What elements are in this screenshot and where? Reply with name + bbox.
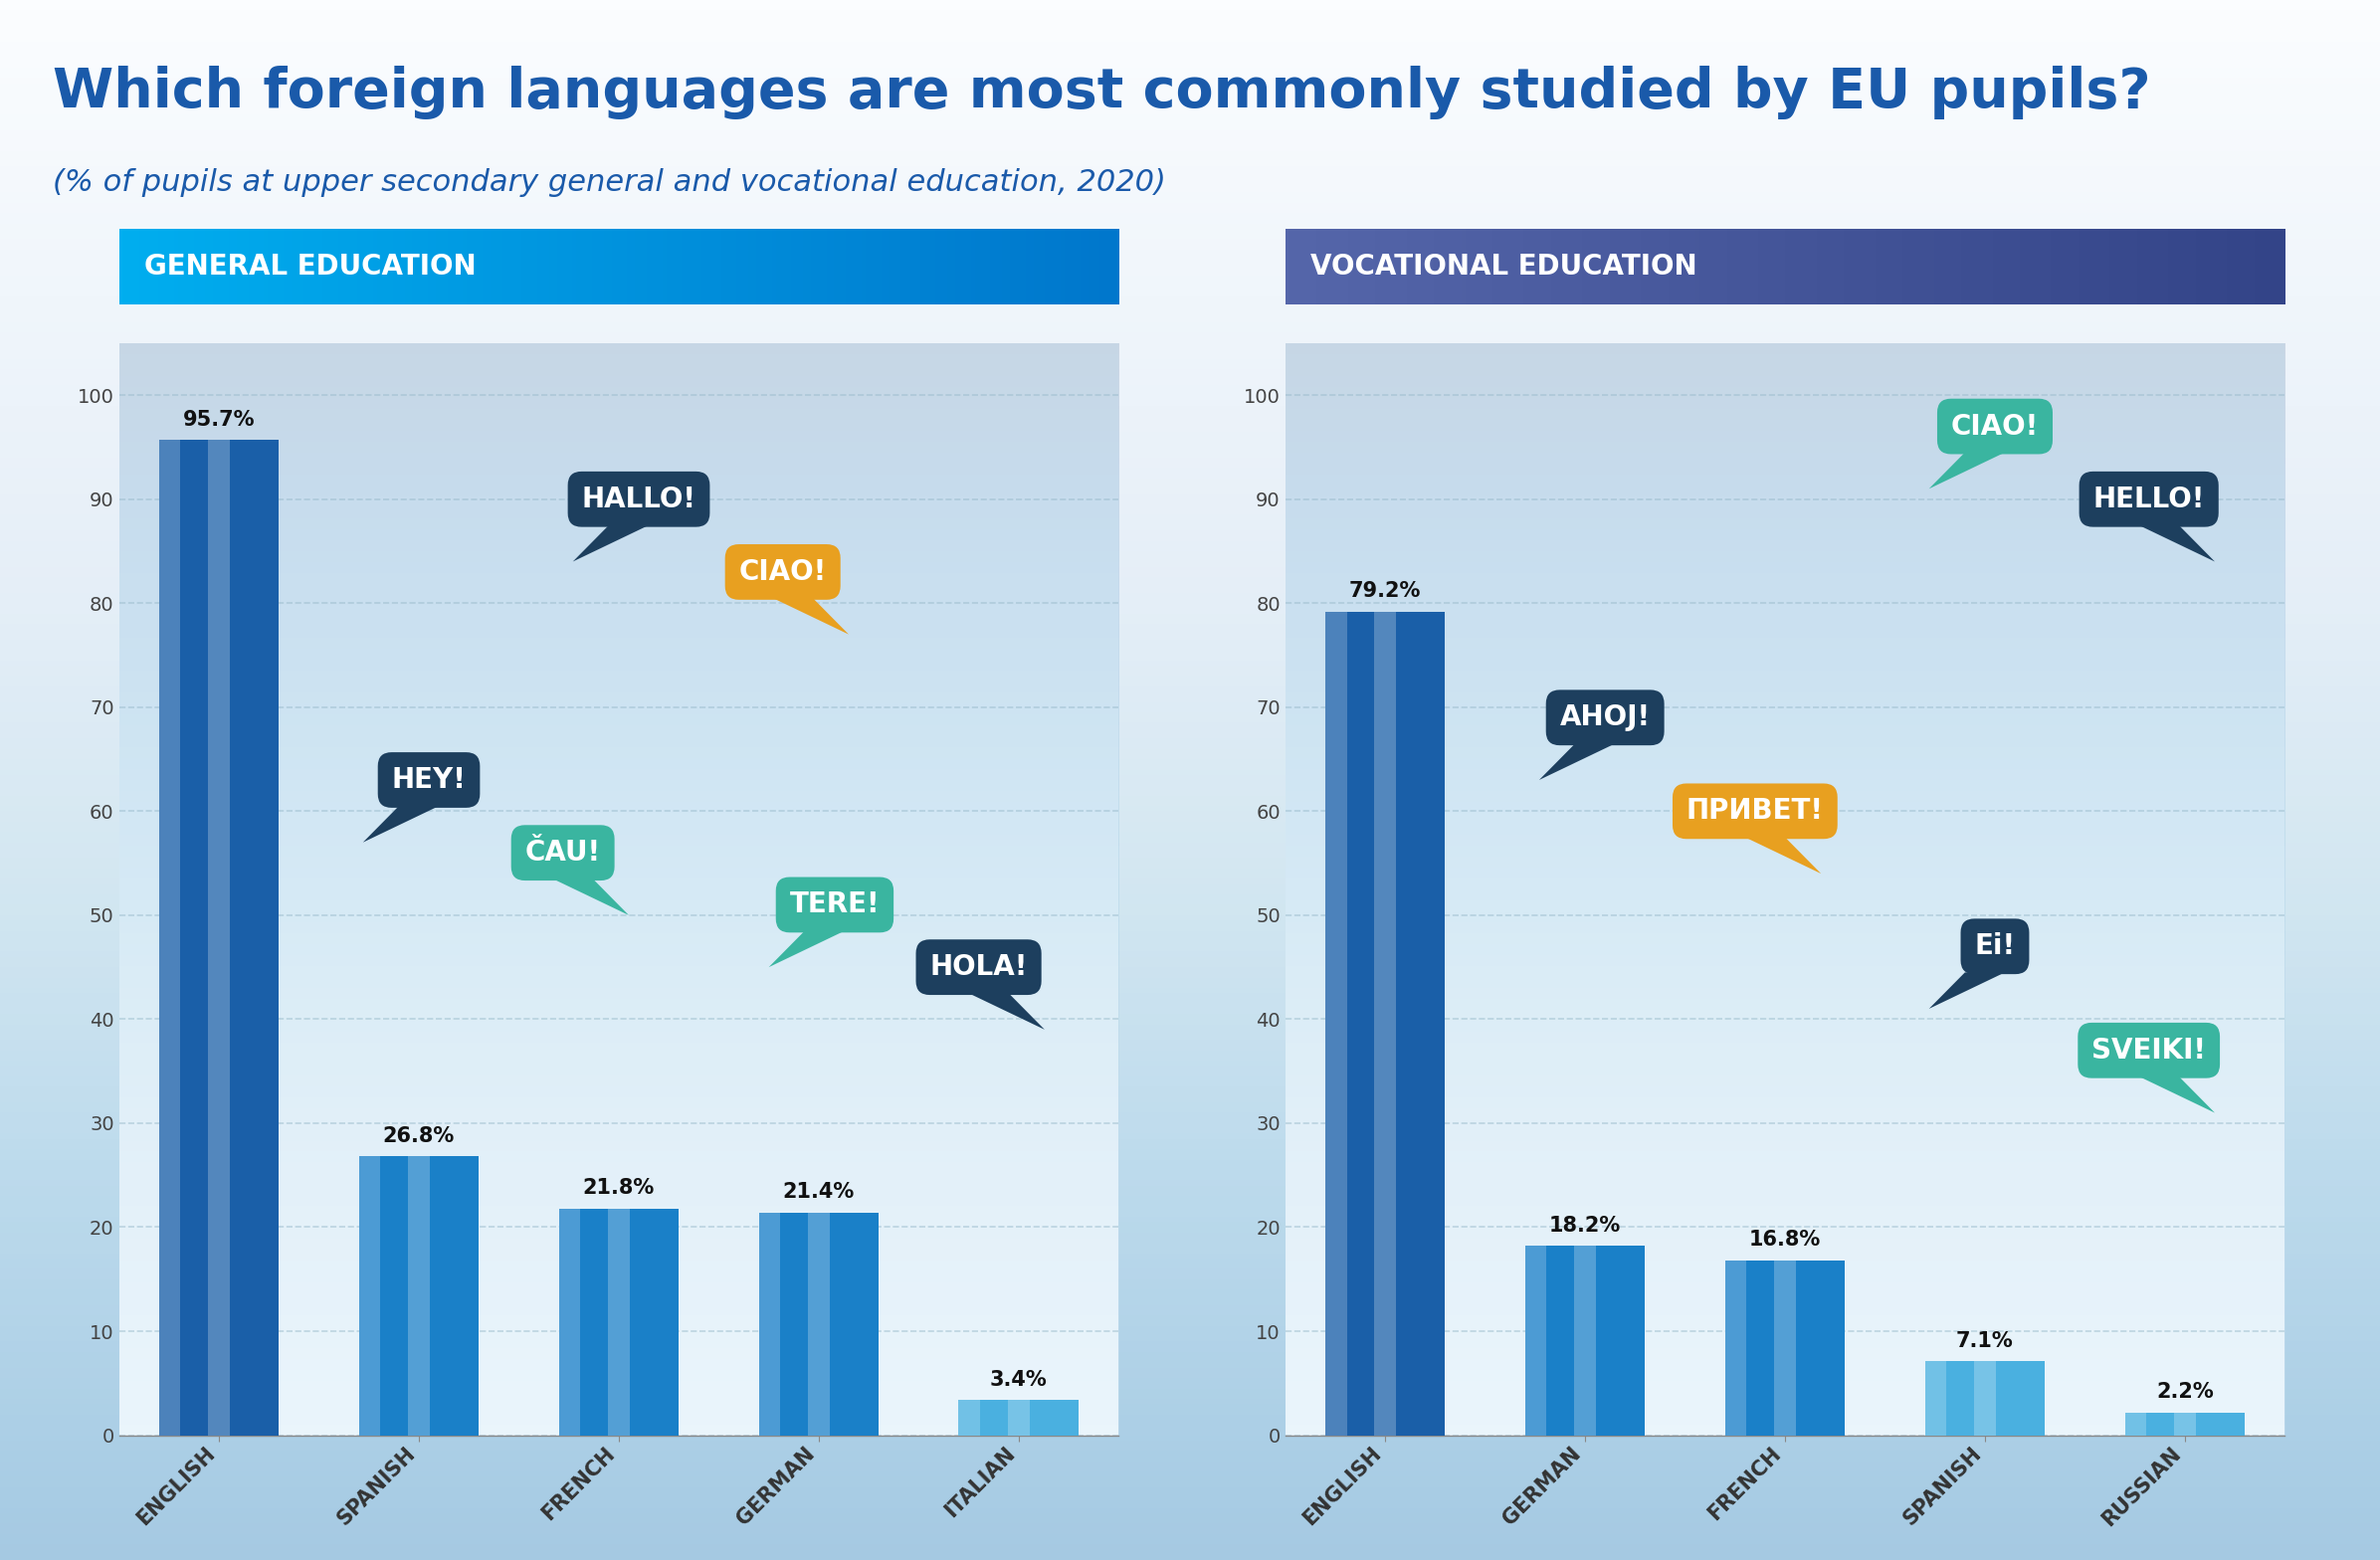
Polygon shape [774, 597, 850, 635]
Bar [1773, 1260, 1797, 1435]
Text: 79.2%: 79.2% [1349, 582, 1421, 601]
Bar [1526, 1246, 1547, 1435]
Polygon shape [2140, 526, 2216, 562]
Bar [2125, 1412, 2147, 1435]
Text: HEY!: HEY! [393, 766, 466, 794]
Text: 26.8%: 26.8% [383, 1126, 455, 1147]
Bar [1726, 1260, 1747, 1435]
Text: CIAO!: CIAO! [738, 558, 826, 587]
Bar [1326, 612, 1445, 1435]
Text: 7.1%: 7.1% [1956, 1331, 2013, 1351]
Bar [807, 1212, 831, 1435]
Text: 21.4%: 21.4% [783, 1182, 854, 1203]
Text: ČAU!: ČAU! [526, 839, 600, 867]
Bar [607, 1209, 631, 1435]
Text: TERE!: TERE! [790, 891, 881, 919]
Text: 21.8%: 21.8% [583, 1178, 655, 1198]
Bar [559, 1209, 581, 1435]
Text: ПРИВЕТ!: ПРИВЕТ! [1687, 797, 1823, 825]
Polygon shape [362, 807, 438, 842]
Text: 16.8%: 16.8% [1749, 1231, 1821, 1250]
Bar [159, 440, 181, 1435]
Polygon shape [1928, 972, 2004, 1009]
Bar [1326, 612, 1347, 1435]
Text: 18.2%: 18.2% [1549, 1215, 1621, 1236]
Bar [359, 1156, 478, 1435]
Polygon shape [769, 931, 845, 967]
Bar [1007, 1399, 1031, 1435]
Bar [159, 440, 278, 1435]
Text: 3.4%: 3.4% [990, 1370, 1047, 1390]
Text: Which foreign languages are most commonly studied by EU pupils?: Which foreign languages are most commonl… [52, 66, 2152, 119]
Polygon shape [574, 526, 650, 562]
Bar [1373, 612, 1397, 1435]
Polygon shape [552, 878, 628, 916]
Text: GENERAL EDUCATION: GENERAL EDUCATION [145, 253, 476, 281]
Polygon shape [969, 994, 1045, 1030]
Bar [359, 1156, 381, 1435]
Bar [1526, 1246, 1645, 1435]
Bar [759, 1212, 781, 1435]
Bar [759, 1212, 878, 1435]
Text: АНОЈ!: АНОЈ! [1559, 704, 1649, 732]
Text: (% of pupils at upper secondary general and vocational education, 2020): (% of pupils at upper secondary general … [52, 168, 1166, 197]
Bar [1925, 1362, 1947, 1435]
Bar [1573, 1246, 1597, 1435]
Text: VOCATIONAL EDUCATION: VOCATIONAL EDUCATION [1309, 253, 1697, 281]
Bar [207, 440, 231, 1435]
Polygon shape [1745, 838, 1821, 874]
Bar [959, 1399, 1078, 1435]
Text: 2.2%: 2.2% [2156, 1382, 2213, 1402]
Text: 95.7%: 95.7% [183, 410, 255, 429]
Text: SVEIKI!: SVEIKI! [2092, 1036, 2206, 1064]
Bar [559, 1209, 678, 1435]
Polygon shape [2140, 1076, 2216, 1112]
Bar [1726, 1260, 1845, 1435]
Polygon shape [1928, 452, 2004, 488]
Bar [2125, 1412, 2244, 1435]
Bar [2173, 1412, 2197, 1435]
Text: HALLO!: HALLO! [581, 485, 695, 513]
Text: HELLO!: HELLO! [2092, 485, 2204, 513]
Bar [407, 1156, 431, 1435]
Bar [959, 1399, 981, 1435]
Text: Ei!: Ei! [1975, 933, 2016, 961]
Bar [1973, 1362, 1997, 1435]
Text: HOLA!: HOLA! [931, 953, 1028, 981]
Text: CIAO!: CIAO! [1952, 412, 2040, 440]
Polygon shape [1540, 744, 1616, 780]
Bar [1925, 1362, 2044, 1435]
